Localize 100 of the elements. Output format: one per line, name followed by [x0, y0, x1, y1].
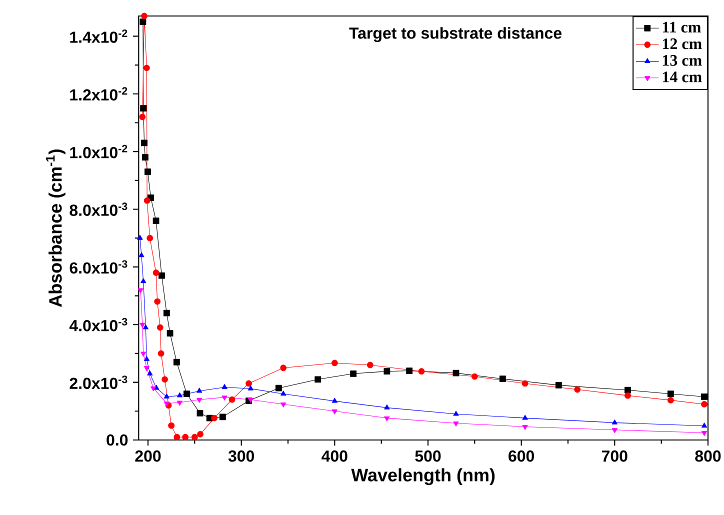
- point: [150, 386, 156, 392]
- point: [140, 323, 146, 328]
- x-tick-label: 600: [508, 450, 534, 462]
- point: [152, 218, 160, 224]
- point: [384, 368, 390, 375]
- y-tick-label: 2.0x10$^{-3}$: [70, 376, 128, 390]
- x-tick-label: 800: [695, 450, 721, 462]
- point: [453, 422, 459, 427]
- x-axis-title: Wavelength (nm): [351, 468, 495, 486]
- point: [248, 386, 254, 391]
- point: [174, 434, 180, 440]
- point: [384, 416, 390, 422]
- legend-label: 12 cm: [662, 38, 702, 50]
- point: [332, 410, 338, 415]
- legend-label: 14 cm: [662, 72, 702, 82]
- point: [140, 278, 146, 284]
- point: [612, 420, 618, 425]
- point: [158, 350, 164, 357]
- point: [452, 370, 460, 376]
- legend-label: 13 cm: [662, 55, 702, 66]
- point: [350, 370, 357, 378]
- point: [522, 415, 528, 420]
- point: [222, 384, 228, 390]
- point: [140, 352, 146, 357]
- point: [142, 324, 148, 330]
- point: [147, 370, 153, 376]
- point: [156, 324, 164, 331]
- y-tick-label: 6.0x10$^{-3}$: [70, 260, 128, 274]
- point: [228, 396, 236, 403]
- point: [196, 388, 202, 393]
- point: [418, 368, 425, 375]
- point: [158, 272, 165, 279]
- point: [499, 376, 506, 382]
- point: [246, 380, 252, 387]
- point: [280, 402, 286, 408]
- legend-label: 11 cm: [662, 22, 701, 33]
- legend-title: Target to substrate distance: [349, 27, 562, 42]
- point: [176, 392, 183, 398]
- point: [139, 114, 146, 120]
- point: [574, 386, 581, 393]
- point: [366, 362, 374, 368]
- point: [176, 400, 183, 406]
- point: [168, 422, 175, 429]
- point: [667, 390, 674, 398]
- point: [138, 288, 144, 294]
- x-tick-label: 300: [228, 450, 254, 462]
- point: [196, 410, 204, 417]
- point: [138, 252, 144, 258]
- point: [384, 404, 390, 410]
- point: [522, 380, 528, 387]
- point: [184, 390, 190, 398]
- point: [280, 390, 286, 396]
- point: [162, 376, 168, 383]
- point: [331, 360, 338, 366]
- point: [522, 425, 528, 430]
- point: [182, 434, 189, 440]
- point: [144, 198, 150, 204]
- point: [140, 18, 146, 26]
- y-tick-label: 8.0x10$^{-3}$: [70, 202, 128, 216]
- y-tick-label: 1.0x10$^{-2}$: [70, 145, 128, 158]
- point: [144, 64, 150, 72]
- point: [211, 415, 218, 422]
- point: [624, 387, 631, 394]
- x-tick-label: 700: [602, 450, 628, 462]
- point: [164, 394, 170, 399]
- point: [152, 270, 160, 276]
- y-tick-label: 0.0: [106, 434, 128, 446]
- point: [471, 374, 478, 380]
- point: [275, 385, 282, 392]
- point: [701, 422, 708, 428]
- point: [191, 434, 198, 440]
- point: [146, 235, 154, 242]
- y-tick-label: 4.0x10$^{-3}$: [69, 318, 128, 332]
- point: [196, 398, 202, 403]
- point: [197, 431, 204, 438]
- point: [624, 392, 631, 399]
- point: [144, 168, 151, 176]
- point: [667, 397, 674, 404]
- y-axis-title: Absorbance (cm$^{-1}$): [46, 150, 66, 308]
- point: [314, 376, 322, 383]
- point: [701, 401, 708, 408]
- point: [154, 298, 161, 305]
- point: [406, 368, 413, 374]
- point: [163, 310, 170, 316]
- point: [555, 382, 562, 389]
- x-tick-label: 500: [415, 450, 441, 462]
- x-tick-label: 200: [135, 450, 161, 462]
- point: [701, 431, 708, 436]
- point: [701, 394, 708, 400]
- point: [140, 105, 147, 112]
- point: [142, 154, 148, 161]
- point: [141, 12, 148, 20]
- point: [144, 366, 150, 372]
- point: [173, 359, 180, 366]
- point: [164, 402, 170, 407]
- point: [141, 140, 148, 146]
- point: [219, 414, 226, 420]
- point: [612, 428, 618, 434]
- point: [144, 356, 150, 362]
- y-tick-label: 1.4x10$^{-2}$: [70, 30, 128, 44]
